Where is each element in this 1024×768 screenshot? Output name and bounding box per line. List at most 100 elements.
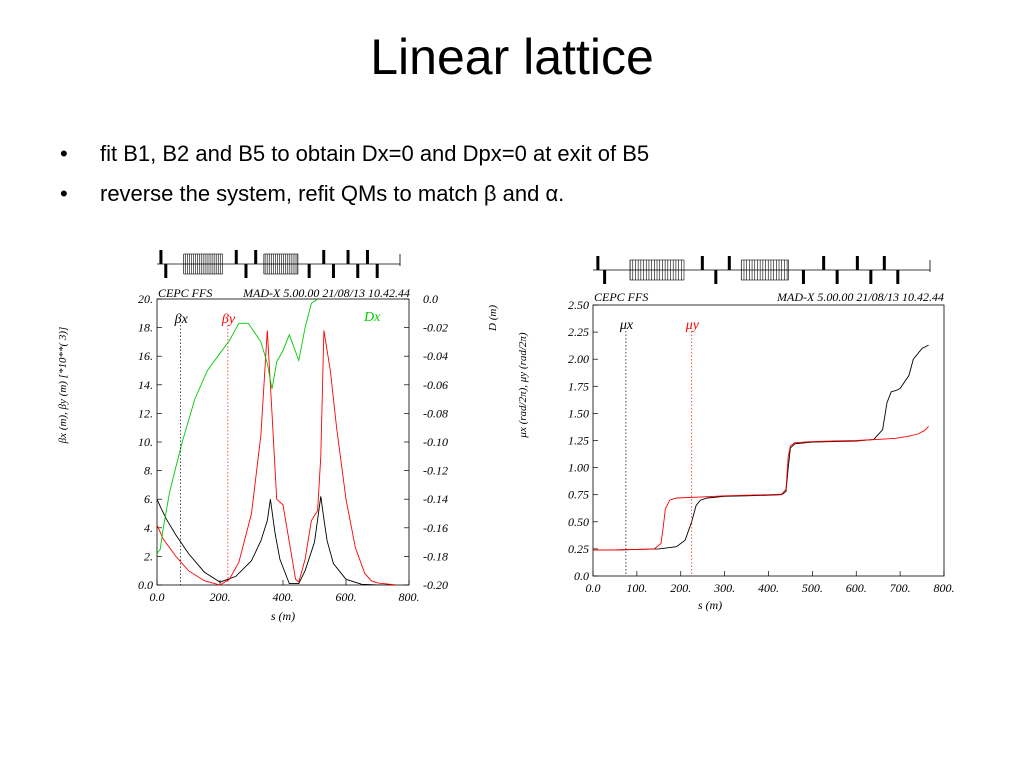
y-tick-label: 8. — [144, 464, 153, 478]
quadrupole — [835, 270, 839, 284]
quadrupole — [375, 264, 379, 278]
quadrupole — [727, 256, 731, 270]
y-tick-label-right: -0.18 — [423, 549, 448, 563]
plot-frame — [592, 304, 945, 577]
y-tick-label: 1.00 — [568, 461, 589, 475]
series-line — [593, 344, 929, 551]
y-tick-label: 0.75 — [568, 488, 589, 502]
quadrupole — [322, 250, 326, 264]
y-axis-label-left: βx (m), βy (m) [*10**( 3)] — [57, 327, 69, 445]
y-tick-label: 1.75 — [568, 379, 589, 393]
y-tick-label: 1.50 — [568, 406, 589, 420]
bullet-item: • fit B1, B2 and B5 to obtain Dx=0 and D… — [60, 134, 649, 174]
x-tick-label: 700. — [890, 581, 911, 595]
y-tick-label: 12. — [138, 406, 153, 420]
quadrupole — [714, 270, 718, 284]
slide-title: Linear lattice — [370, 29, 654, 85]
x-tick-label: 200. — [210, 590, 231, 604]
bullet-item: • reverse the system, refit QMs to match… — [60, 174, 649, 214]
bullet-text: reverse the system, refit QMs to match β… — [100, 181, 565, 206]
x-tick-label: 200. — [670, 581, 691, 595]
y-tick-label: 2.00 — [568, 352, 589, 366]
series-line — [157, 330, 397, 585]
x-tick-label: 100. — [626, 581, 647, 595]
y-tick-label-right: -0.08 — [423, 406, 448, 420]
x-tick-label: 400. — [273, 590, 294, 604]
x-tick-label: 600. — [336, 590, 357, 604]
y-tick-label: 0.0 — [574, 569, 589, 583]
chart-series — [593, 344, 929, 551]
bullet-marker: • — [60, 141, 68, 166]
y-tick-label-right: -0.20 — [423, 578, 448, 592]
y-tick-label: 4. — [144, 521, 153, 535]
quadrupole — [254, 250, 258, 264]
x-tick-label: 500. — [802, 581, 823, 595]
quadrupole — [159, 250, 163, 264]
quadrupole — [164, 264, 168, 278]
chart-header-right: MAD-X 5.00.00 21/08/13 10.42.44 — [776, 290, 944, 304]
legend-label: Dx — [363, 310, 381, 325]
quadrupole — [801, 270, 805, 284]
x-tick-label: 0.0 — [150, 590, 165, 604]
y-tick-label: 0.50 — [568, 515, 589, 529]
quadrupole — [307, 264, 311, 278]
x-tick-label: 600. — [846, 581, 867, 595]
x-tick-label: 0.0 — [586, 581, 601, 595]
y-tick-label-right: -0.16 — [423, 521, 448, 535]
quadrupole — [603, 270, 607, 284]
x-tick-label: 400. — [758, 581, 779, 595]
lattice-layout-strip — [593, 256, 931, 284]
y-tick-label-right: -0.02 — [423, 321, 448, 335]
quadrupole — [596, 256, 600, 270]
y-tick-label: 18. — [138, 321, 153, 335]
y-tick-label-right: -0.04 — [423, 349, 448, 363]
series-line — [157, 496, 397, 585]
y-tick-label: 0.0 — [138, 578, 153, 592]
y-tick-label-right: -0.06 — [423, 378, 448, 392]
series-line — [593, 426, 929, 551]
quadrupole — [822, 256, 826, 270]
y-tick-label: 1.25 — [568, 434, 589, 448]
chart-header-left: CEPC FFS — [594, 290, 648, 304]
x-axis-label: s (m) — [271, 609, 295, 623]
y-axis-label-left: μx (rad/2π), μy (rad/2π) — [517, 332, 529, 438]
quadrupole — [244, 264, 248, 278]
quadrupole — [346, 250, 350, 264]
legend-label: μx — [619, 318, 634, 333]
y-tick-label-right: -0.12 — [423, 464, 448, 478]
quadrupole — [882, 256, 886, 270]
quadrupole — [700, 256, 704, 270]
y-tick-label: 0.25 — [568, 542, 589, 556]
chart-header-left: CEPC FFS — [158, 286, 212, 300]
legend-label: μy — [685, 318, 700, 333]
bullet-marker: • — [60, 181, 68, 206]
quadrupole — [855, 256, 859, 270]
quadrupole — [896, 270, 900, 284]
y-tick-label-right: -0.10 — [423, 435, 448, 449]
x-axis-label: s (m) — [698, 598, 722, 612]
quadrupole — [365, 250, 369, 264]
y-tick-label: 2.50 — [568, 298, 589, 312]
quadrupole — [356, 264, 360, 278]
chart-axes: 0.0 200. 400. 600. 800. 0.0 2. 4. 6. 8. 10. 12. 14. 1… — [138, 292, 448, 604]
y-tick-label: 16. — [138, 349, 153, 363]
x-tick-label: 800. — [399, 590, 420, 604]
y-tick-label-right: -0.14 — [423, 492, 448, 506]
quadrupole — [331, 264, 335, 278]
y-tick-label: 20. — [138, 292, 153, 306]
quadrupole — [869, 270, 873, 284]
legend-label: βx — [174, 312, 189, 327]
y-tick-label: 2. — [144, 549, 153, 563]
series-line — [157, 299, 318, 554]
legend-label: βy — [221, 312, 236, 327]
chart-series — [157, 299, 397, 585]
bullet-text: fit B1, B2 and B5 to obtain Dx=0 and Dpx… — [100, 141, 650, 166]
y-tick-label: 6. — [144, 492, 153, 506]
chart-header-right: MAD-X 5.00.00 21/08/13 10.42.44 — [242, 286, 410, 300]
y-tick-label: 2.25 — [568, 325, 589, 339]
y-tick-label: 14. — [138, 378, 153, 392]
bullet-list: • fit B1, B2 and B5 to obtain Dx=0 and D… — [60, 134, 649, 214]
x-tick-label: 300. — [713, 581, 735, 595]
